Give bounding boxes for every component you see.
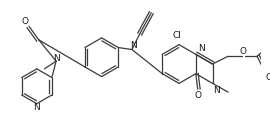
Text: O: O xyxy=(239,47,246,56)
Text: N: N xyxy=(130,41,137,50)
Text: N: N xyxy=(198,44,205,53)
Text: O: O xyxy=(22,17,29,26)
Text: N: N xyxy=(33,103,40,112)
Text: N: N xyxy=(53,54,59,63)
Text: O: O xyxy=(265,73,270,82)
Text: O: O xyxy=(194,91,201,100)
Text: Cl: Cl xyxy=(173,31,181,41)
Text: N: N xyxy=(213,86,220,95)
